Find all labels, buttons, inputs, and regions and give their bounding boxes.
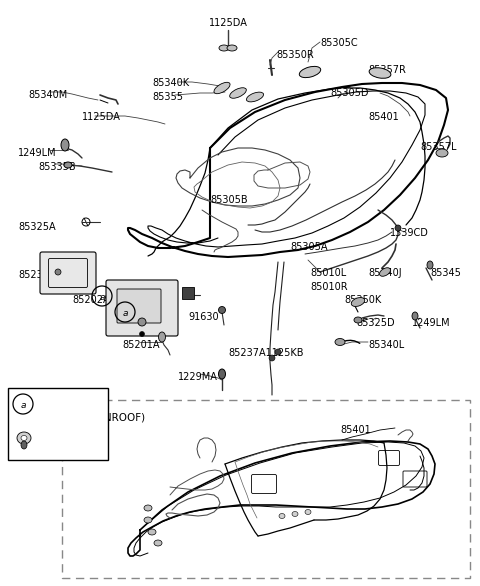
- Ellipse shape: [21, 435, 27, 441]
- FancyBboxPatch shape: [106, 280, 178, 336]
- Ellipse shape: [427, 261, 433, 269]
- Ellipse shape: [269, 355, 275, 361]
- Text: 85350R: 85350R: [276, 50, 314, 60]
- Ellipse shape: [21, 441, 27, 449]
- Text: 85237A1125KB: 85237A1125KB: [228, 348, 303, 358]
- Text: 85340K: 85340K: [152, 78, 189, 88]
- Text: a: a: [122, 308, 128, 318]
- Ellipse shape: [246, 92, 264, 102]
- Ellipse shape: [300, 66, 321, 77]
- Text: 85345: 85345: [430, 268, 461, 278]
- Ellipse shape: [219, 45, 229, 51]
- Ellipse shape: [351, 298, 365, 306]
- Text: a: a: [99, 292, 105, 302]
- Text: 85340L: 85340L: [368, 340, 404, 350]
- Text: 1249LM: 1249LM: [18, 148, 57, 158]
- Text: 85201A: 85201A: [122, 340, 159, 350]
- Ellipse shape: [214, 82, 230, 94]
- Ellipse shape: [227, 45, 237, 51]
- Text: 85305A: 85305A: [290, 242, 327, 252]
- Text: 85010L: 85010L: [310, 268, 346, 278]
- Text: 85305B: 85305B: [210, 195, 248, 205]
- Text: 1339CD: 1339CD: [390, 228, 429, 238]
- Text: 85357L: 85357L: [420, 142, 456, 152]
- Ellipse shape: [55, 269, 61, 275]
- Ellipse shape: [218, 306, 226, 314]
- Ellipse shape: [412, 312, 418, 320]
- Ellipse shape: [158, 332, 166, 342]
- Text: 85340J: 85340J: [368, 268, 402, 278]
- Bar: [182, 287, 194, 299]
- Text: 85401: 85401: [340, 425, 371, 435]
- Text: 85332: 85332: [148, 290, 179, 300]
- Ellipse shape: [335, 339, 345, 346]
- Ellipse shape: [61, 139, 69, 151]
- Ellipse shape: [144, 517, 152, 523]
- FancyBboxPatch shape: [117, 289, 161, 323]
- Text: 85235: 85235: [44, 434, 71, 442]
- Ellipse shape: [140, 332, 144, 336]
- FancyBboxPatch shape: [40, 252, 96, 294]
- Ellipse shape: [369, 68, 391, 79]
- Text: (W/SUNROOF): (W/SUNROOF): [72, 412, 145, 422]
- Ellipse shape: [275, 349, 281, 355]
- Text: 85355: 85355: [152, 92, 183, 102]
- Text: 1249LM: 1249LM: [412, 318, 451, 328]
- Text: 1125DA: 1125DA: [82, 112, 121, 122]
- Ellipse shape: [144, 505, 152, 511]
- Ellipse shape: [17, 432, 31, 444]
- Ellipse shape: [395, 225, 401, 231]
- Ellipse shape: [279, 513, 285, 519]
- Ellipse shape: [229, 88, 246, 98]
- Ellipse shape: [218, 369, 226, 379]
- Text: 1125DA: 1125DA: [209, 18, 247, 28]
- Ellipse shape: [305, 509, 311, 515]
- Text: 1229MA: 1229MA: [178, 372, 218, 382]
- Text: 85202A: 85202A: [72, 295, 109, 305]
- Text: 85237B: 85237B: [18, 270, 56, 280]
- Ellipse shape: [292, 512, 298, 516]
- Text: 85350K: 85350K: [344, 295, 381, 305]
- Text: 85010R: 85010R: [310, 282, 348, 292]
- Ellipse shape: [138, 318, 146, 326]
- Ellipse shape: [154, 540, 162, 546]
- Text: 85305D: 85305D: [330, 88, 369, 98]
- Text: 85325A: 85325A: [18, 222, 56, 232]
- Text: 85325D: 85325D: [356, 318, 395, 328]
- Text: 85305C: 85305C: [320, 38, 358, 48]
- Text: a: a: [20, 400, 26, 410]
- Text: 91630: 91630: [188, 312, 218, 322]
- Text: 85401: 85401: [368, 112, 399, 122]
- Text: 85357R: 85357R: [368, 65, 406, 75]
- Text: 1229MA: 1229MA: [40, 447, 74, 455]
- Ellipse shape: [64, 162, 72, 168]
- Ellipse shape: [380, 268, 391, 276]
- FancyBboxPatch shape: [8, 388, 108, 460]
- Ellipse shape: [148, 529, 156, 535]
- FancyBboxPatch shape: [62, 400, 470, 578]
- Text: 85335B: 85335B: [38, 162, 76, 172]
- Ellipse shape: [354, 317, 362, 323]
- Text: 85340M: 85340M: [28, 90, 67, 100]
- Ellipse shape: [436, 149, 448, 157]
